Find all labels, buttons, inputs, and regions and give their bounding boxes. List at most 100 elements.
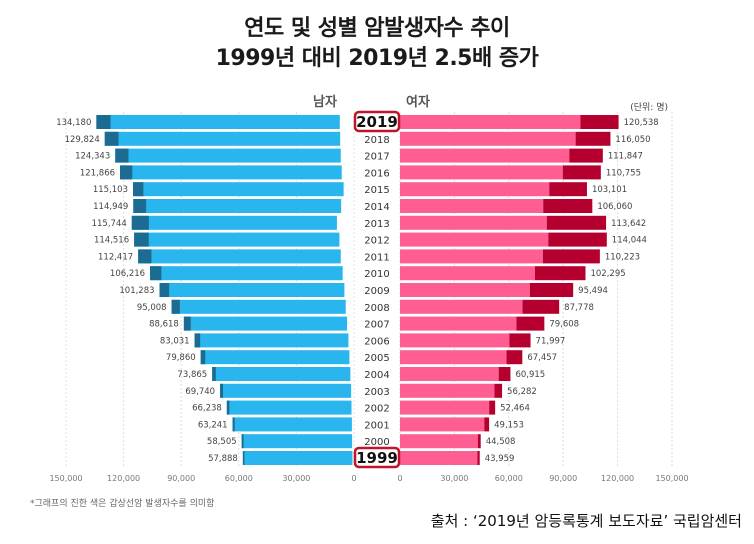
male-value-label: 112,417 [98,252,133,262]
male-thyroid-bar [115,148,129,163]
year-label: 2010 [364,269,389,280]
female-bar [400,215,547,230]
female-value-label: 110,223 [605,252,640,262]
female-value-label: 95,494 [578,286,608,296]
male-value-label: 124,343 [75,152,110,162]
male-value-label: 69,740 [185,387,215,397]
male-thyroid-bar [133,182,144,197]
year-label-highlight: 1999 [356,449,398,467]
female-thyroid-bar [529,283,574,297]
female-thyroid-bar [580,115,619,129]
female-value-label: 103,101 [592,185,627,195]
male-thyroid-bar [183,316,191,331]
female-value-label: 87,778 [564,303,594,313]
x-tick-male: 0 [351,474,356,483]
male-thyroid-bar [138,249,152,264]
male-thyroid-bar [241,434,244,449]
x-tick-male: 60,000 [225,474,253,483]
male-bar [159,283,345,297]
female-value-label: 52,464 [500,404,530,414]
year-label: 2008 [364,303,389,314]
female-thyroid-bar [542,249,600,264]
female-bar [400,451,478,465]
male-value-label: 88,618 [149,320,179,330]
male-thyroid-bar [226,400,230,415]
female-value-label: 102,295 [590,269,625,279]
female-value-label: 110,755 [606,168,641,178]
bars [96,115,619,465]
year-label: 2000 [364,437,389,448]
female-bar [400,367,499,381]
male-bar [133,182,344,197]
male-bar [226,400,352,415]
male-bar [232,417,352,432]
male-value-label: 79,860 [166,353,196,363]
year-label: 2014 [364,202,389,213]
female-bar [400,199,544,213]
male-thyroid-bar [220,383,223,398]
female-thyroid-bar [522,299,560,314]
year-label: 2001 [364,420,389,431]
female-thyroid-bar [477,434,481,449]
female-bar [400,182,550,197]
male-value-label: 73,865 [177,370,207,380]
year-label: 2012 [364,236,389,247]
male-value-label: 95,008 [137,303,167,313]
x-tick-female: 0 [397,474,402,483]
female-bar [400,417,485,432]
male-value-label: 66,238 [192,404,222,414]
year-highlight-box [353,446,401,469]
x-tick-female: 30,000 [440,474,468,483]
male-thyroid-bar [159,283,170,297]
male-label: 남자 [313,95,337,110]
male-bar [134,232,340,247]
x-tick-male: 120,000 [107,474,140,483]
male-thyroid-bar [242,451,245,465]
female-bar [400,131,576,146]
male-bar [242,451,353,465]
x-tick-female: 90,000 [549,474,577,483]
x-tick-male: 90,000 [167,474,195,483]
male-value-label: 101,283 [119,286,154,296]
x-axis-ticks: 0 0 30,000 30,000 60,000 60,000 90,000 90,000 12… [49,474,688,483]
unit-label: (단위: 명) [630,103,668,113]
female-bar [400,316,517,331]
male-thyroid-bar [96,115,111,129]
year-label: 2002 [364,404,389,415]
year-labels: 2019 2018 2017 2016 2015 2014 2013 2012 2011 2010… [353,110,401,469]
male-bar [138,249,341,264]
female-bar [400,249,543,264]
male-value-label: 106,216 [110,269,145,279]
year-label: 2004 [364,370,389,381]
male-thyroid-bar [134,232,149,247]
female-value-label: 120,538 [624,118,659,128]
female-thyroid-bar [489,400,496,415]
female-value-label: 60,915 [515,370,545,380]
female-value-label: 116,050 [615,135,650,145]
male-value-label: 129,824 [65,135,100,145]
year-label: 2015 [364,185,389,196]
female-bar [400,383,495,398]
female-value-label: 79,608 [549,320,579,330]
year-label: 2005 [364,353,389,364]
female-thyroid-bar [543,199,593,213]
male-bar [200,350,350,365]
female-thyroid-bar [477,451,480,465]
female-label: 여자 [406,95,430,110]
male-bar [183,316,348,331]
year-label: 2013 [364,219,389,230]
year-label: 2009 [364,286,389,297]
female-thyroid-bar [548,232,607,247]
female-bar [400,299,523,314]
value-labels: 134,180 120,538 129,824 116,050 124,343 111,8… [56,118,659,464]
year-label: 2018 [364,135,389,146]
year-label: 2007 [364,320,389,331]
male-value-label: 83,031 [160,336,190,346]
female-value-label: 43,959 [485,454,515,464]
female-thyroid-bar [569,148,603,163]
male-bar [150,266,343,281]
male-bar [115,148,341,163]
male-thyroid-bar [200,350,206,365]
male-thyroid-bar [131,215,149,230]
